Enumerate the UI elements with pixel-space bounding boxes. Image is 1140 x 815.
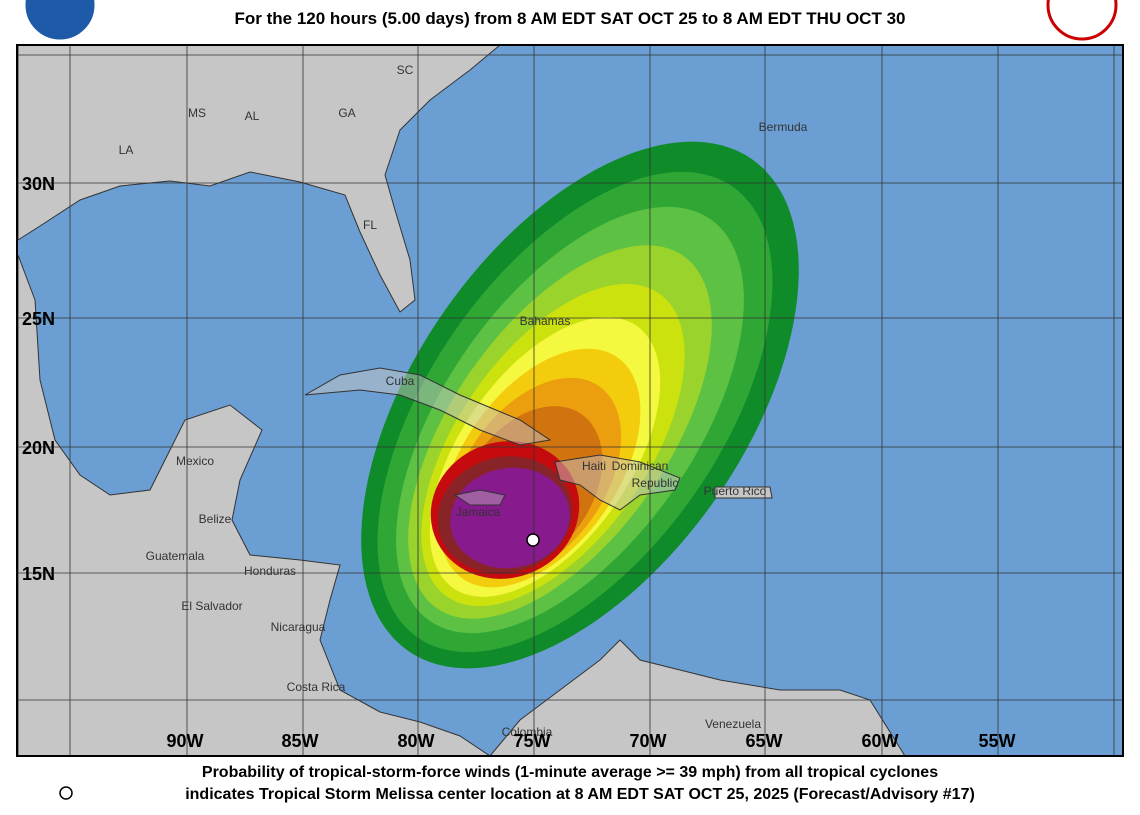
place-label: Colombia bbox=[502, 725, 553, 739]
map: SC MS AL GA LA FL Bermuda Bahamas Cuba M… bbox=[16, 44, 1124, 757]
place-label: Haiti bbox=[582, 459, 606, 473]
lat-label: 25N bbox=[22, 309, 55, 329]
lat-label: 15N bbox=[22, 564, 55, 584]
probability-contours bbox=[361, 141, 799, 669]
land-us bbox=[17, 45, 501, 313]
land-hispaniola bbox=[554, 454, 681, 511]
footer-line: indicates Tropical Storm Melissa center … bbox=[185, 786, 975, 803]
lon-label: 90W bbox=[166, 731, 203, 751]
place-label: Costa Rica bbox=[287, 680, 346, 694]
place-label: Mexico bbox=[176, 454, 214, 468]
place-label: Cuba bbox=[386, 374, 415, 388]
graticule bbox=[17, 45, 1123, 756]
map-frame bbox=[16, 44, 1124, 757]
lon-label: 80W bbox=[397, 731, 434, 751]
place-label: Belize bbox=[199, 512, 232, 526]
place-label: Honduras bbox=[244, 564, 296, 578]
contour bbox=[450, 467, 570, 569]
place-label: AL bbox=[245, 109, 260, 123]
place-label: El Salvador bbox=[181, 599, 242, 613]
place-label: Republic bbox=[632, 476, 679, 490]
place-label: Venezuela bbox=[705, 717, 761, 731]
lon-label: 75W bbox=[513, 731, 550, 751]
lat-label: 30N bbox=[22, 174, 55, 194]
place-label: LA bbox=[119, 143, 134, 157]
lon-label: 85W bbox=[281, 731, 318, 751]
place-labels: SC MS AL GA LA FL Bermuda Bahamas Cuba M… bbox=[119, 63, 808, 739]
lon-label: 70W bbox=[629, 731, 666, 751]
storm-center bbox=[526, 533, 540, 547]
header-subtitle: For the 120 hours (5.00 days) from 8 AM … bbox=[235, 9, 906, 28]
place-label: MS bbox=[188, 106, 206, 120]
lat-label: 20N bbox=[22, 438, 55, 458]
footer-line: Probability of tropical-storm-force wind… bbox=[202, 764, 938, 781]
nws-logo bbox=[1046, 0, 1118, 41]
place-label: Dominican bbox=[612, 459, 669, 473]
place-label: Nicaragua bbox=[271, 620, 326, 634]
place-label: Puerto Rico bbox=[704, 484, 767, 498]
place-label: FL bbox=[363, 218, 377, 232]
coordinate-labels: 30N 25N 20N 15N 90W 85W 80W 75W 70W 65W … bbox=[22, 174, 1016, 751]
noaa-logo bbox=[22, 0, 98, 43]
place-label: Jamaica bbox=[456, 505, 501, 519]
lon-label: 65W bbox=[745, 731, 782, 751]
lon-label: 60W bbox=[861, 731, 898, 751]
place-label: Bermuda bbox=[759, 120, 808, 134]
land-mexico-central-america bbox=[17, 254, 491, 756]
land-puerto-rico bbox=[714, 486, 773, 499]
land-jamaica bbox=[453, 489, 506, 506]
place-label: SC bbox=[397, 63, 414, 77]
lon-label: 55W bbox=[978, 731, 1015, 751]
land-cuba bbox=[304, 367, 552, 446]
place-label: Bahamas bbox=[520, 314, 571, 328]
storm-center-symbol bbox=[59, 786, 73, 800]
place-label: Guatemala bbox=[146, 549, 205, 563]
place-label: GA bbox=[338, 106, 355, 120]
